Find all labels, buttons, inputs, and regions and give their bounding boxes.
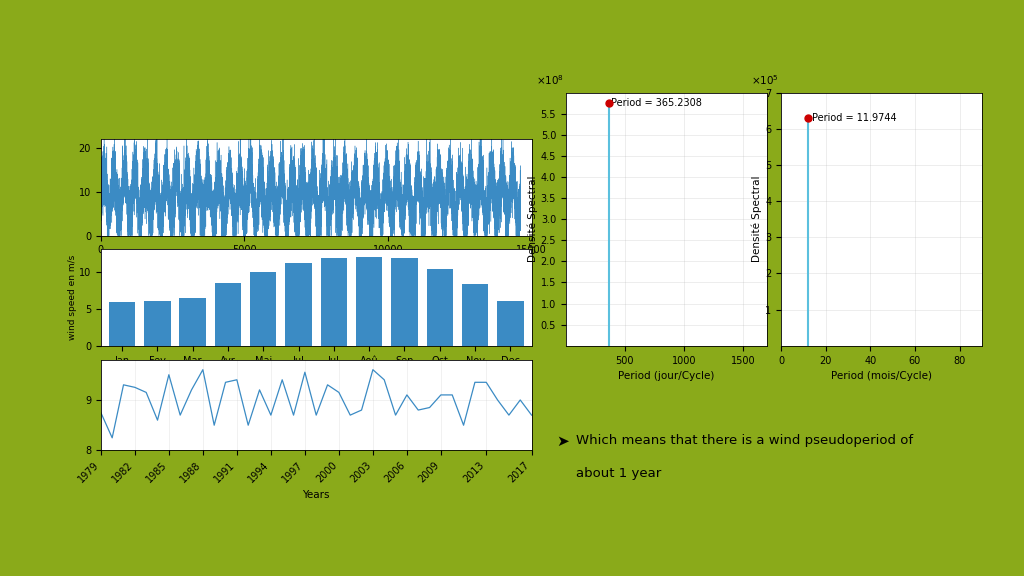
Text: Daily average: 9m / s: Daily average: 9m / s	[44, 494, 186, 507]
Text: Which means that there is a wind pseudoperiod of: Which means that there is a wind pseudop…	[575, 434, 912, 447]
X-axis label: Days: Days	[303, 261, 329, 271]
Text: Figure 4 : wind characteristics: Figure 4 : wind characteristics	[190, 478, 441, 493]
Text: Figure 5 : wind period: Figure 5 : wind period	[598, 359, 787, 374]
X-axis label: Months: Months	[297, 371, 335, 381]
Text: III.1. Results of data analysis:: III.1. Results of data analysis:	[105, 98, 384, 116]
Y-axis label: wind speed en m/s: wind speed en m/s	[69, 255, 78, 340]
Bar	[391, 259, 418, 346]
Text: $\times 10^5$: $\times 10^5$	[752, 73, 779, 87]
Bar	[144, 301, 171, 346]
Text: about 1 year: about 1 year	[575, 467, 660, 480]
Text: Monthly average: 8.98 m / s: Monthly average: 8.98 m / s	[233, 494, 420, 507]
Bar	[356, 257, 382, 346]
Bar	[109, 302, 135, 346]
Text: Period = 11.9744: Period = 11.9744	[812, 113, 897, 123]
Text: Max: 9.57 m / s: Max: 9.57 m / s	[458, 541, 561, 554]
Y-axis label: Densité Spectral: Densité Spectral	[752, 176, 763, 263]
Bar	[462, 285, 488, 346]
Text: Annual average: 8.99 m / s: Annual average: 8.99 m / s	[458, 494, 638, 507]
Text: Peak to 365days or 11.97 months: Peak to 365days or 11.97 months	[581, 401, 806, 414]
Bar	[321, 259, 347, 346]
Bar	[498, 301, 523, 346]
Text: Min: 0.67 m / s: Min: 0.67 m / s	[44, 541, 142, 554]
Y-axis label: Densité Spectral: Densité Spectral	[527, 176, 538, 263]
Text: 8: 8	[929, 495, 968, 550]
Bar	[427, 270, 453, 346]
Text: Max: 25.11 m / s: Max: 25.11 m / s	[44, 518, 156, 531]
X-axis label: Years: Years	[302, 490, 330, 501]
Text: III. RESULTS: III. RESULTS	[150, 37, 416, 71]
Text: Min: 5.82 m / s: Min: 5.82 m / s	[233, 541, 332, 554]
Text: ➤: ➤	[556, 434, 568, 449]
Text: Max: 12.16m / s: Max: 12.16m / s	[233, 518, 340, 531]
Text: Min: 8.19 m / s: Min: 8.19 m / s	[458, 518, 557, 531]
Bar	[179, 298, 206, 346]
X-axis label: Period (mois/Cycle): Period (mois/Cycle)	[831, 371, 932, 381]
Text: $\times 10^8$: $\times 10^8$	[536, 73, 564, 87]
Bar	[215, 283, 242, 346]
X-axis label: Period (jour/Cycle): Period (jour/Cycle)	[618, 371, 715, 381]
Bar	[250, 272, 276, 346]
Text: Period = 365.2308: Period = 365.2308	[611, 98, 702, 108]
Bar	[286, 263, 311, 346]
